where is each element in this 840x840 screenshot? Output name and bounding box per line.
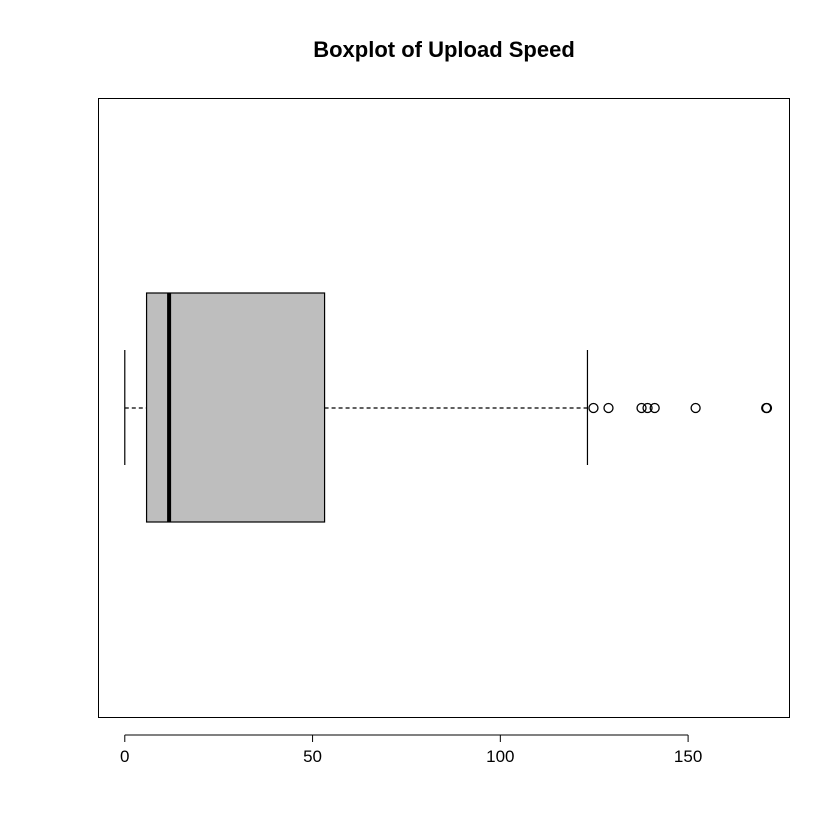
outlier-point: [761, 402, 773, 414]
plot-frame: [98, 98, 790, 718]
chart-title: Boxplot of Upload Speed: [313, 37, 575, 62]
chart-marks: [124, 292, 773, 523]
outlier-point: [642, 402, 653, 414]
outlier-point: [588, 402, 599, 414]
x-tick-label: 50: [303, 747, 322, 766]
outlier-point: [690, 402, 701, 414]
outlier-point: [649, 402, 660, 414]
x-tick-label: 0: [120, 747, 129, 766]
outlier-point: [603, 402, 614, 414]
x-tick-label: 150: [674, 747, 702, 766]
outlier-point: [636, 402, 647, 414]
x-tick-label: 100: [486, 747, 514, 766]
x-axis: 0 50 100 150: [120, 734, 702, 766]
iqr-box: [145, 292, 326, 523]
